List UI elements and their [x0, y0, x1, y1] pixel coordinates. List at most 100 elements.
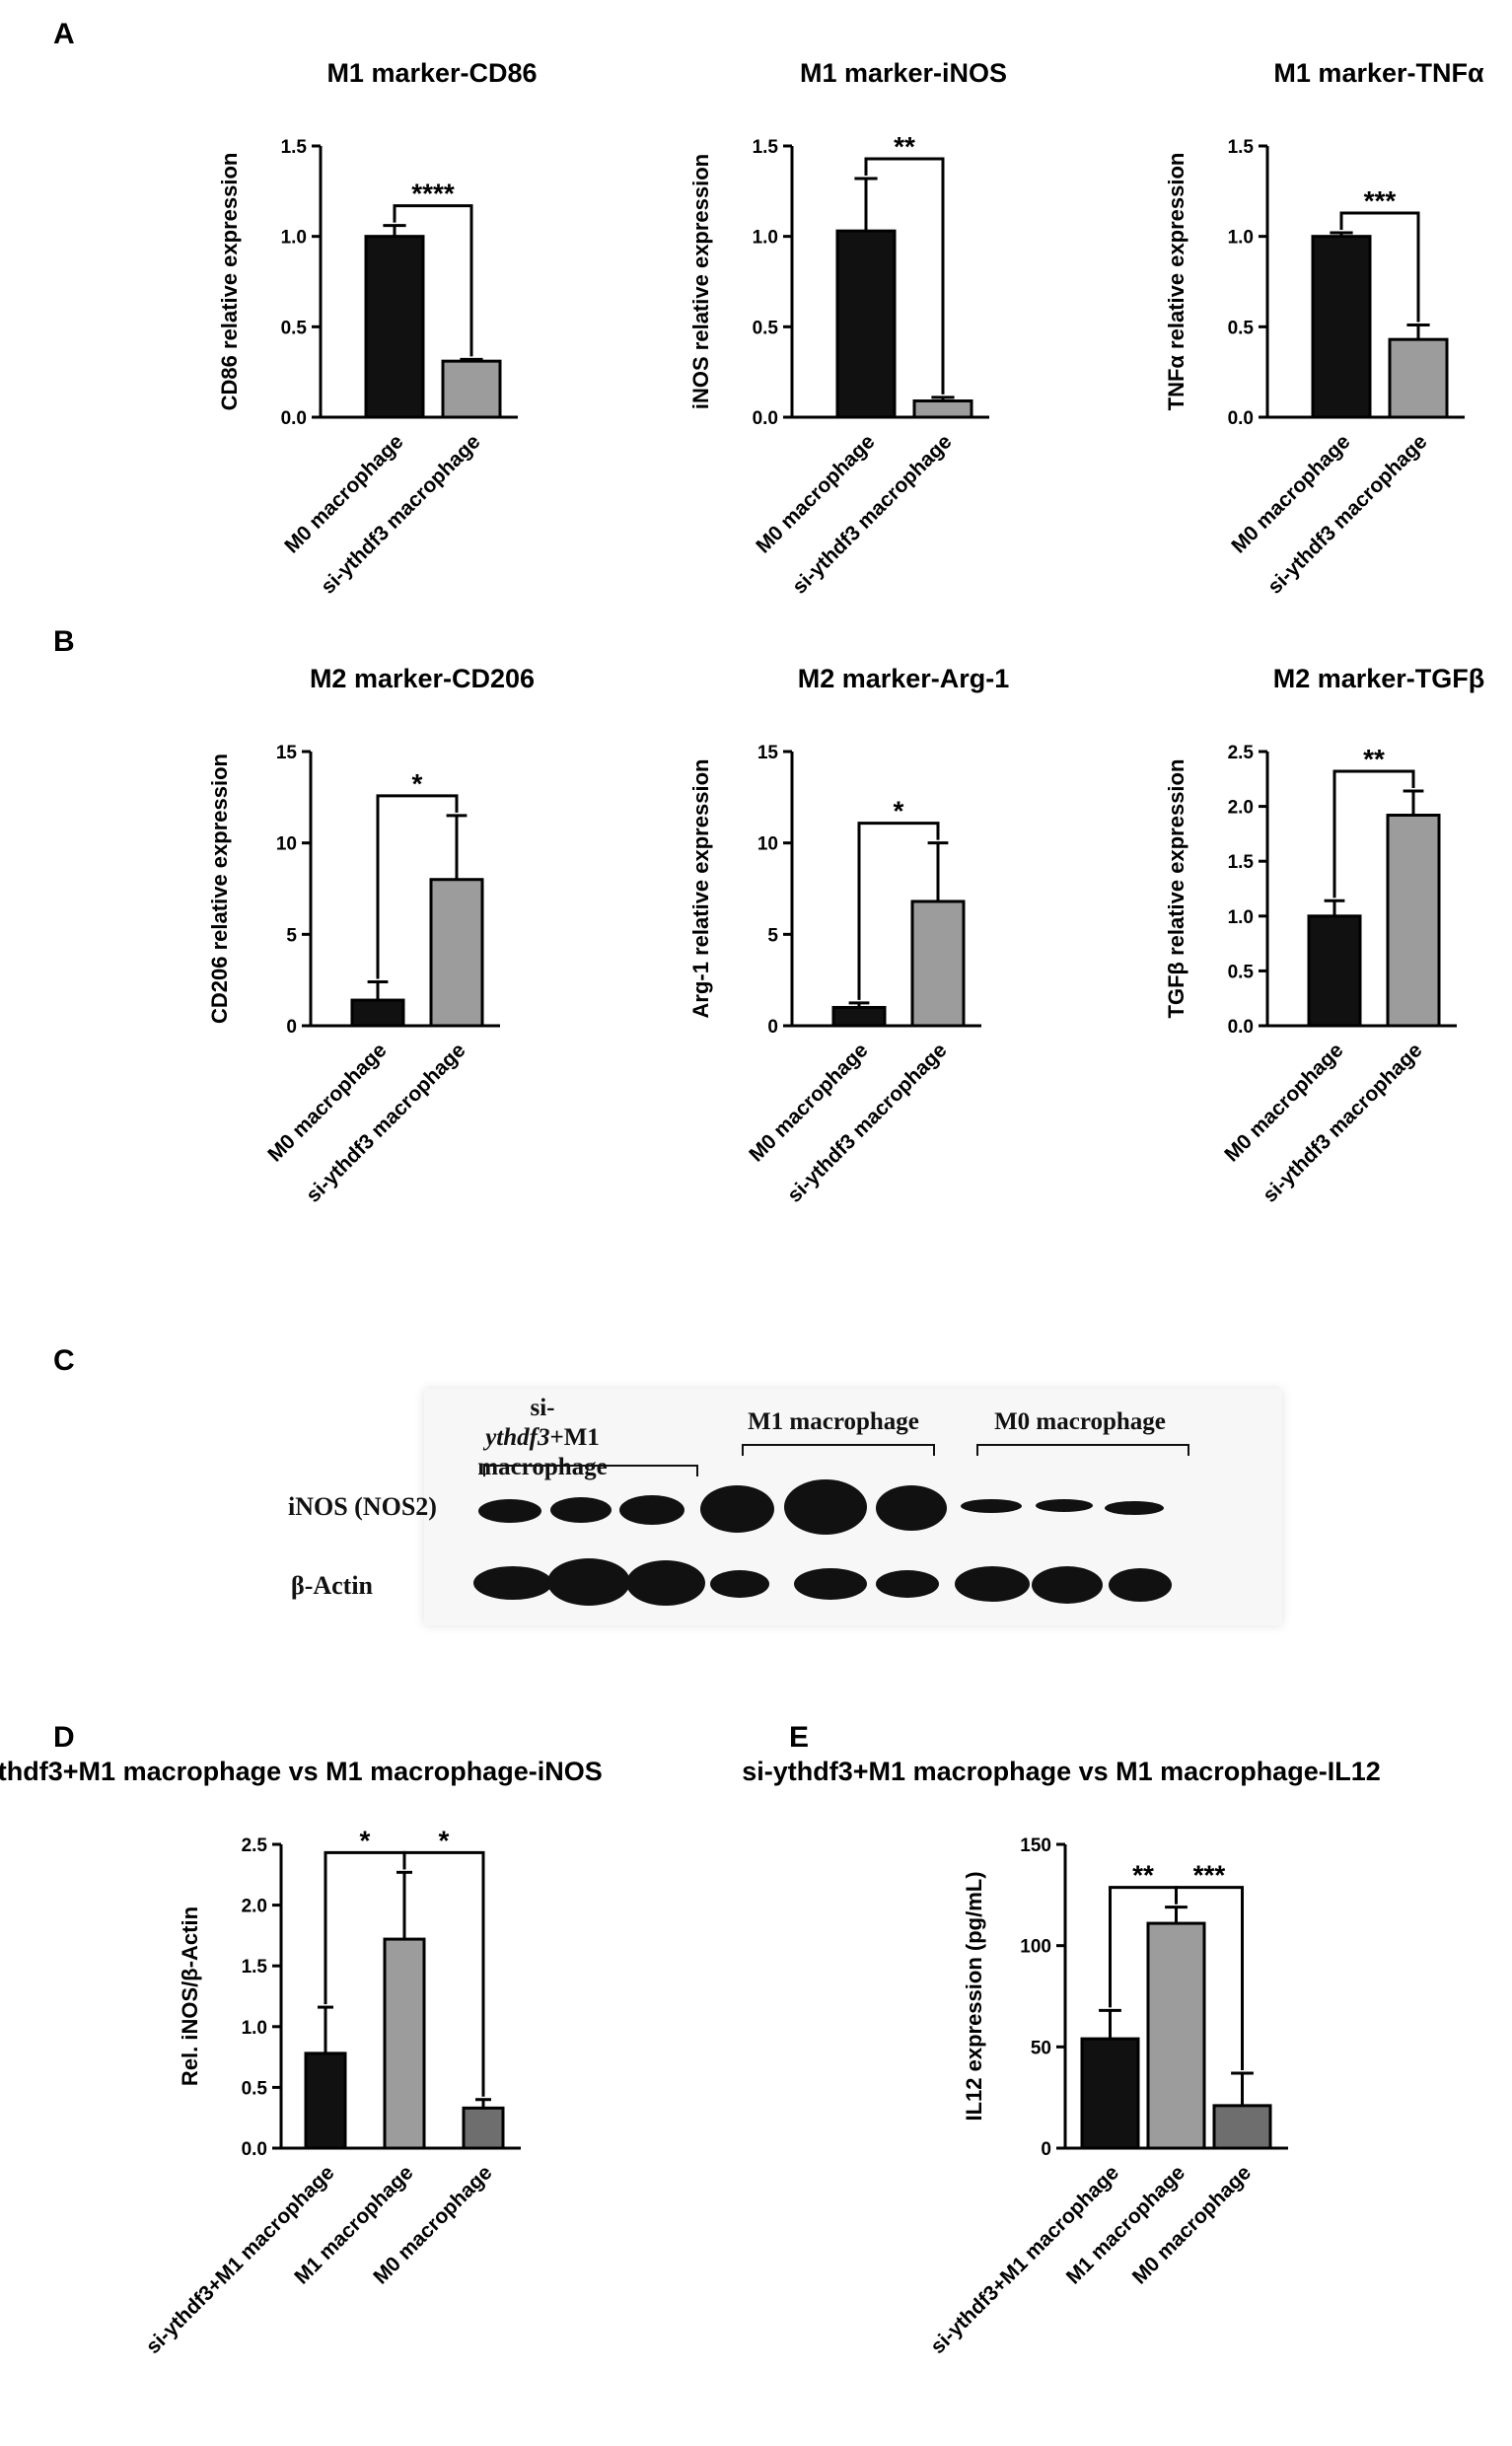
y-tick-label: 0 — [286, 1017, 297, 1038]
y-tick-label: 0.5 — [1228, 962, 1255, 982]
bar — [429, 878, 484, 1028]
blot-group-m1: M1 macrophage — [748, 1408, 919, 1435]
y-axis-label: Rel. iNOS/β-Actin — [178, 1906, 202, 2086]
blot-band-actin — [1032, 1566, 1103, 1604]
y-tick-label: 50 — [1031, 2038, 1051, 2058]
blot-group-si-ythdf3-m1: si-ythdf3+M1 macrophage — [473, 1394, 612, 1482]
significance-bracket — [1339, 211, 1420, 323]
blot-band-actin — [876, 1570, 939, 1598]
significance-bracket — [393, 204, 473, 357]
significance-label: ** — [894, 131, 915, 162]
chart-tgfb: M2 marker-TGFβ TGFβ relative expression 0.… — [1164, 664, 1484, 1207]
bar — [910, 899, 966, 1028]
y-axis-label: TGFβ relative expression — [1164, 759, 1188, 1019]
y-tick-label: 5 — [286, 925, 297, 946]
y-tick-label: 1.5 — [1228, 852, 1255, 873]
blot-group-m0: M0 macrophage — [994, 1408, 1166, 1435]
chart-title: M1 marker-TNFα — [1273, 58, 1484, 88]
y-tick-label: 0.0 — [242, 2139, 267, 2160]
significance-bracket — [1332, 769, 1415, 899]
significance-bracket — [864, 157, 945, 395]
chart-cd206: M2 marker-CD206 CD206 relative expression… — [207, 664, 535, 1207]
chart-title: M2 marker-Arg-1 — [798, 664, 1010, 693]
y-tick-label: 150 — [1020, 1835, 1051, 1856]
y-tick-label: 0.0 — [281, 408, 307, 429]
panel-letter-e: E — [789, 1721, 810, 1754]
significance-label: * — [439, 1825, 450, 1855]
blot-band-inos — [961, 1499, 1022, 1513]
significance-label: *** — [1193, 1860, 1226, 1891]
category-label: si-ythdf3 macrophage — [302, 1039, 470, 1207]
y-tick-label: 0.0 — [753, 408, 778, 429]
chart-arg1: M2 marker-Arg-1 Arg-1 relative expression… — [688, 664, 1009, 1207]
blot-band-actin — [547, 1558, 630, 1606]
blot-band-inos — [1036, 1499, 1093, 1512]
bar — [1146, 1921, 1206, 2150]
chart-title: M2 marker-TGFβ — [1273, 664, 1485, 693]
y-tick-label: 15 — [757, 743, 779, 763]
y-axis-label: CD86 relative expression — [217, 153, 242, 411]
blot-band-actin — [955, 1566, 1030, 1602]
y-tick-label: 0.5 — [281, 318, 308, 338]
y-tick-label: 1.0 — [753, 228, 778, 249]
y-tick-label: 1.0 — [242, 2018, 267, 2039]
bar — [1388, 337, 1449, 419]
panel-letter-c: C — [53, 1344, 75, 1377]
chart-tnfa: M1 marker-TNFα TNFα relative expression 0.… — [1164, 58, 1484, 599]
y-tick-label: 0.5 — [1228, 318, 1255, 338]
bar — [1311, 235, 1372, 419]
y-tick-label: 2.5 — [242, 1835, 268, 1856]
y-tick-label: 0.5 — [753, 318, 779, 338]
blot-band-actin — [626, 1560, 705, 1606]
y-tick-label: 2.0 — [1228, 798, 1254, 819]
y-tick-label: 0.5 — [242, 2078, 268, 2099]
category-label: si-ythdf3 macrophage — [317, 430, 485, 599]
y-axis-label: CD206 relative expression — [207, 754, 232, 1024]
blot-band-inos — [700, 1485, 774, 1533]
chart-title: si-ythdf3+M1 macrophage vs M1 macrophage… — [0, 1757, 603, 1786]
significance-bracket — [857, 822, 940, 1000]
category-label: M0 macrophage — [1128, 2161, 1256, 2288]
bar — [1386, 813, 1441, 1028]
bar — [350, 998, 405, 1028]
blot-bracket-2 — [742, 1444, 935, 1456]
bar — [364, 235, 425, 419]
y-axis-label: Arg-1 relative expression — [688, 759, 713, 1019]
bar — [1212, 2104, 1272, 2150]
bar — [1080, 2037, 1140, 2150]
chart-title: M2 marker-CD206 — [310, 664, 535, 693]
chart-inos: M1 marker-iNOS iNOS relative expression 0.… — [688, 58, 1007, 599]
y-tick-label: 2.5 — [1228, 743, 1255, 763]
significance-label: ** — [1132, 1860, 1154, 1891]
chart-cd86: M1 marker-CD86 CD86 relative expression 0.… — [217, 58, 538, 599]
y-tick-label: 1.0 — [281, 228, 307, 249]
bar — [912, 399, 973, 419]
y-tick-label: 1.5 — [242, 1957, 268, 1978]
blot-row-label-actin: β-Actin — [291, 1571, 374, 1600]
significance-label: * — [894, 796, 904, 827]
y-tick-label: 15 — [276, 743, 298, 763]
y-axis-label: iNOS relative expression — [688, 154, 713, 409]
significance-bracket — [376, 794, 459, 979]
significance-label: * — [412, 768, 423, 799]
bar — [304, 2051, 347, 2150]
blot-group-prefix: si- — [530, 1395, 555, 1421]
y-tick-label: 1.5 — [1228, 137, 1255, 158]
chart-il12: si-ythdf3+M1 macrophage vs M1 macrophage… — [742, 1757, 1380, 2358]
blot-band-actin — [710, 1570, 769, 1598]
blot-band-inos — [1105, 1501, 1164, 1515]
panel-letter-b: B — [53, 625, 75, 658]
y-tick-label: 1.5 — [281, 137, 308, 158]
chart-title: M1 marker-iNOS — [800, 58, 1007, 88]
panel-letter-d: D — [53, 1721, 75, 1754]
category-label: si-ythdf3 macrophage — [1263, 430, 1432, 599]
blot-band-inos — [478, 1499, 541, 1523]
y-tick-label: 0 — [1041, 2139, 1051, 2160]
y-tick-label: 2.0 — [242, 1897, 267, 1917]
blot-band-actin — [473, 1566, 552, 1600]
bar — [383, 1937, 426, 2150]
y-tick-label: 1.5 — [753, 137, 779, 158]
category-label: si-ythdf3 macrophage — [788, 430, 957, 599]
chart-title: M1 marker-CD86 — [326, 58, 537, 88]
y-axis-label: TNFα relative expression — [1164, 153, 1188, 411]
